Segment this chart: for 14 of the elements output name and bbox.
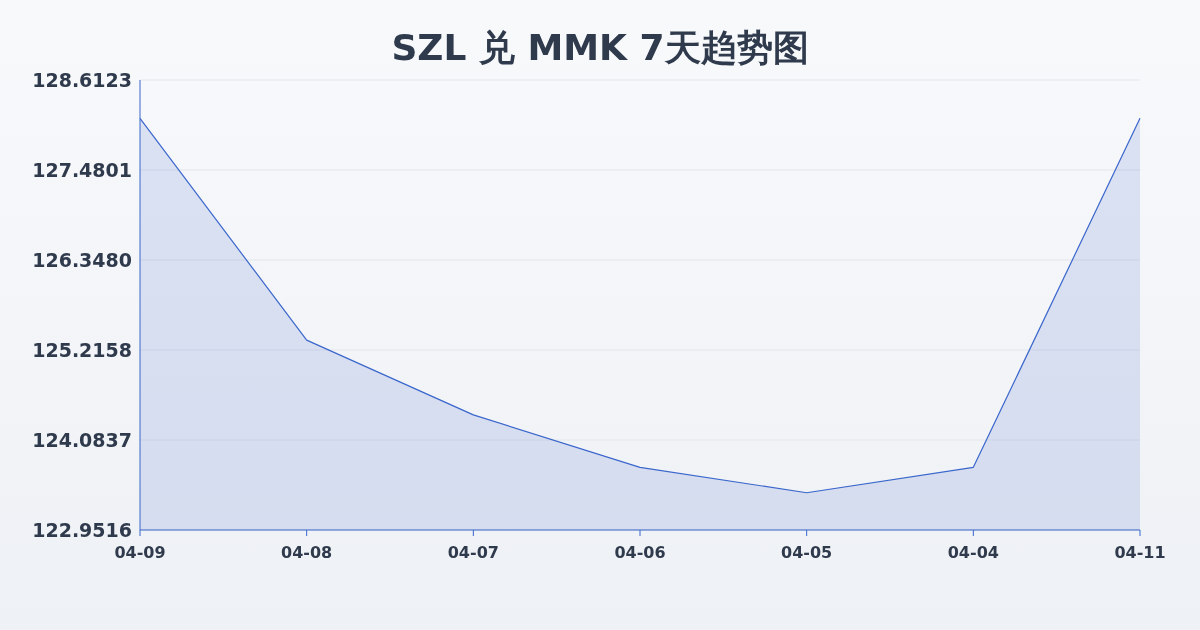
x-tick-label: 04-08	[281, 543, 333, 562]
x-tick-label: 04-06	[614, 543, 666, 562]
y-tick-label: 124.0837	[32, 429, 132, 451]
y-tick-label: 126.3480	[32, 249, 132, 271]
y-tick-label: 128.6123	[32, 69, 132, 91]
x-tick-label: 04-05	[781, 543, 833, 562]
x-tick-label: 04-07	[447, 543, 499, 562]
x-tick-label: 04-09	[114, 543, 166, 562]
y-tick-label: 127.4801	[32, 159, 132, 181]
x-tick-label: 04-04	[947, 543, 999, 562]
x-tick-label: 04-11	[1114, 543, 1166, 562]
y-tick-label: 125.2158	[32, 339, 132, 362]
title: SZL 兑 MMK 7天趋势图	[391, 27, 809, 68]
y-tick-label: 122.9516	[32, 519, 132, 541]
